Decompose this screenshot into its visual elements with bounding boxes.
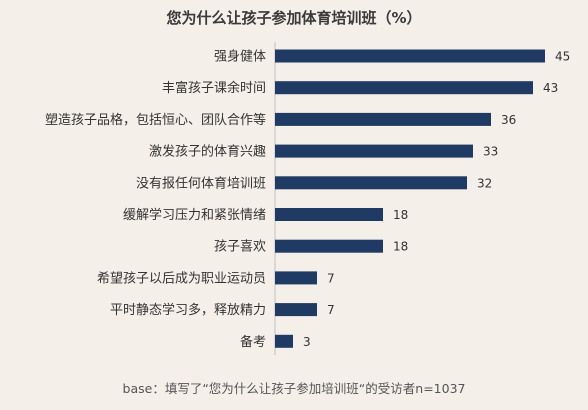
- base-note: base：填写了“您为什么让孩子参加培训班“的受访者n=1037: [123, 381, 466, 396]
- bar: [275, 239, 383, 253]
- bar: [275, 112, 491, 126]
- bar: [275, 303, 317, 317]
- category-label: 丰富孩子课余时间: [162, 80, 266, 96]
- data-label: 36: [501, 113, 516, 127]
- data-label: 7: [327, 271, 335, 285]
- category-label: 希望孩子以后成为职业运动员: [97, 270, 266, 286]
- data-label: 32: [477, 176, 492, 190]
- bar: [275, 144, 473, 158]
- data-label: 33: [483, 145, 498, 159]
- bar: [275, 208, 383, 221]
- category-label: 备考: [240, 334, 266, 350]
- bar: [275, 334, 293, 348]
- bar: [275, 271, 317, 285]
- category-label: 没有报任何体育培训班: [136, 175, 266, 191]
- chart-title: 您为什么让孩子参加体育培训班（%）: [165, 9, 421, 27]
- data-label: 43: [543, 81, 558, 95]
- data-label: 3: [303, 335, 311, 349]
- bar: [275, 81, 533, 95]
- category-label: 缓解学习压力和紧张情绪: [123, 207, 266, 223]
- data-label: 18: [393, 240, 408, 254]
- category-label: 激发孩子的体育兴趣: [149, 144, 266, 160]
- data-label: 7: [327, 303, 335, 317]
- bar-group: 强身健体 45 丰富孩子课余时间 43 塑造孩子品格，包括恒心、团队合作等 36 激发孩子的…: [45, 42, 570, 356]
- data-label: 18: [393, 208, 408, 222]
- category-label: 塑造孩子品格，包括恒心、团队合作等: [45, 112, 266, 128]
- bar: [275, 176, 467, 190]
- category-label: 平时静态学习多，释放精力: [110, 302, 266, 318]
- bar: [275, 49, 545, 63]
- data-label: 45: [555, 50, 570, 64]
- category-label: 孩子喜欢: [214, 240, 266, 255]
- category-label: 强身健体: [214, 49, 266, 65]
